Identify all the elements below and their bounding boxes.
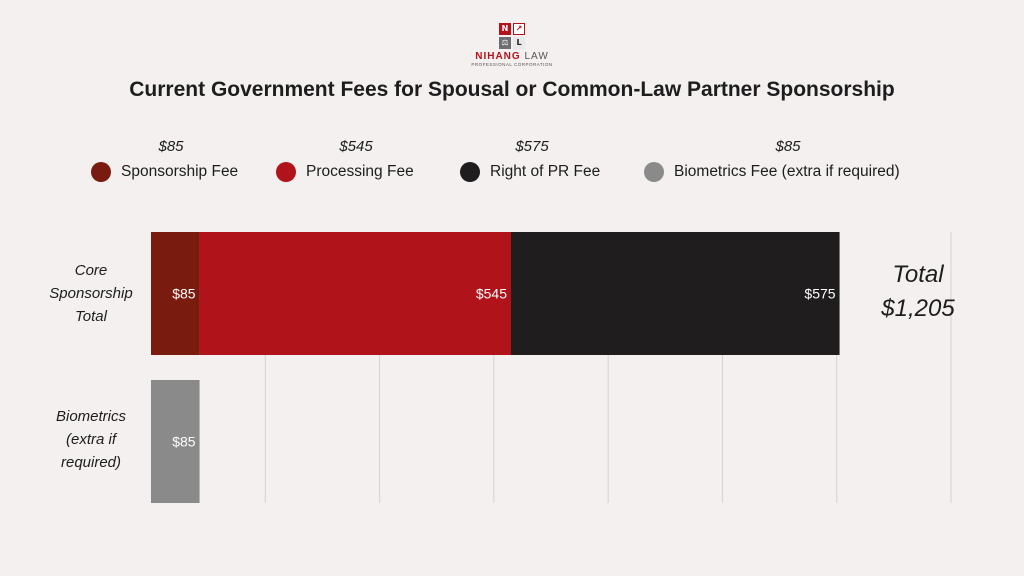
legend-label-right-of-pr: Right of PR Fee	[490, 163, 601, 180]
bar-segment-right	[511, 232, 840, 355]
bar-segment-biometrics	[151, 380, 200, 503]
logo-cell-n: N	[499, 23, 511, 35]
total-annotation: Total $1,205	[856, 258, 980, 326]
category-label-core: Core Sponsorship Total	[36, 259, 146, 328]
logo-subtitle: PROFESSIONAL CORPORATION	[471, 62, 553, 67]
category-label-core-line: Sponsorship	[49, 285, 133, 302]
bar-data-label: $85	[172, 286, 196, 302]
legend-value-processing: $545	[339, 138, 373, 155]
category-label-biometrics-line: required)	[60, 454, 122, 471]
bar-data-label: $85	[172, 434, 196, 450]
legend-label-biometrics: Biometrics Fee (extra if required)	[674, 163, 900, 180]
legend-swatch-right-of-pr	[460, 162, 480, 182]
bar-segment-sponsorship	[151, 232, 200, 355]
logo-cell-arrow: ↗	[513, 23, 525, 35]
logo-cell-l: L	[513, 37, 525, 49]
category-label-biometrics-line: Biometrics	[55, 408, 126, 425]
category-label-core-line: Core	[74, 262, 108, 279]
logo-name-nihang: NIHANG	[475, 51, 521, 62]
logo-mark: N ↗ ⚖ L	[499, 23, 525, 49]
logo-wordmark: NIHANG LAW	[0, 51, 1024, 62]
legend-value-right-of-pr: $575	[515, 138, 549, 155]
total-value: $1,205	[881, 295, 955, 322]
logo-name-law: LAW	[524, 51, 549, 62]
bar-segment-processing	[199, 232, 512, 355]
category-label-core-line: Total	[75, 308, 107, 325]
legend-label-processing: Processing Fee	[306, 163, 414, 180]
legend-swatch-processing	[276, 162, 296, 182]
chart-title: Current Government Fees for Spousal or C…	[129, 78, 895, 101]
legend-label-sponsorship: Sponsorship Fee	[121, 163, 239, 180]
bar-data-label: $575	[804, 286, 835, 302]
bar-data-label: $545	[476, 286, 507, 302]
category-label-biometrics: Biometrics (extra if required)	[36, 405, 146, 474]
total-label: Total	[892, 261, 944, 288]
legend-value-sponsorship: $85	[158, 138, 184, 155]
legend-swatch-biometrics	[644, 162, 664, 182]
legend-swatch-sponsorship	[91, 162, 111, 182]
logo-cell-scales: ⚖	[499, 37, 511, 49]
legend-value-biometrics: $85	[775, 138, 801, 155]
category-label-biometrics-line: (extra if	[65, 431, 116, 448]
firm-logo: N ↗ ⚖ L NIHANG LAW PROFESSIONAL CORPORAT…	[0, 18, 1024, 68]
